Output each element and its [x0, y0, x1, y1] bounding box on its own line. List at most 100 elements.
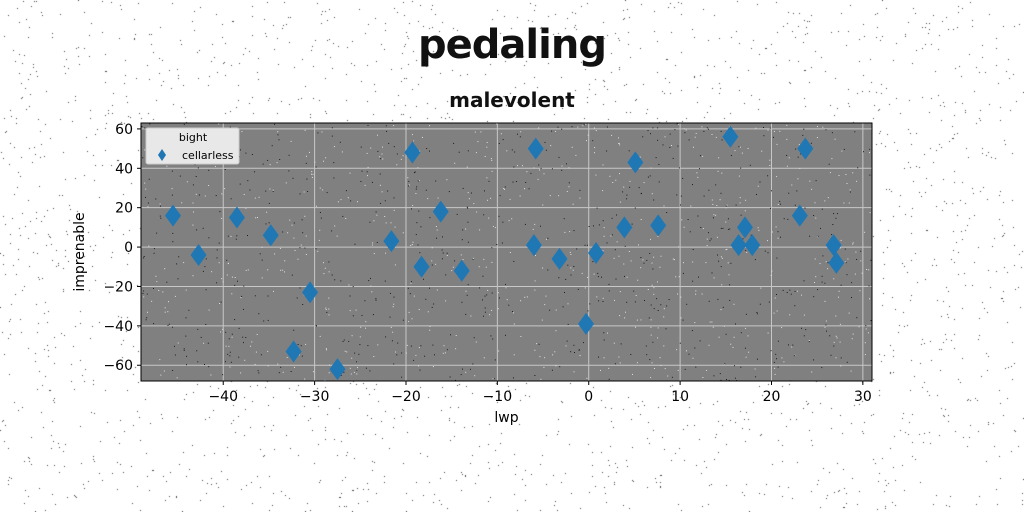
- noise-dot: [532, 228, 534, 230]
- noise-dot: [364, 300, 366, 302]
- noise-dot: [351, 335, 353, 337]
- noise-dot: [185, 317, 187, 319]
- noise-dot: [716, 236, 718, 238]
- noise-dot: [651, 362, 653, 364]
- noise-dot: [786, 165, 788, 167]
- noise-dot: [540, 225, 541, 227]
- noise-dot: [707, 128, 709, 130]
- noise-dot: [342, 341, 344, 342]
- noise-dot: [413, 172, 415, 174]
- noise-dot: [375, 298, 377, 300]
- noise-dot: [695, 366, 697, 368]
- noise-dot: [633, 290, 635, 292]
- noise-dot: [634, 207, 636, 209]
- noise-dot: [176, 263, 178, 265]
- noise-dot: [730, 262, 732, 264]
- noise-dot: [343, 371, 345, 373]
- noise-dot: [576, 248, 578, 250]
- noise-dot: [517, 165, 518, 167]
- noise-dot: [830, 354, 832, 356]
- noise-dot: [306, 155, 307, 157]
- x-axis-label: lwp: [494, 410, 518, 426]
- noise-dot: [623, 263, 625, 265]
- noise-dot: [214, 165, 216, 167]
- noise-dot: [319, 229, 321, 231]
- noise-dot: [336, 235, 338, 237]
- data-point: [828, 251, 845, 274]
- noise-dot: [539, 169, 540, 171]
- noise-dot: [566, 340, 568, 342]
- noise-dot: [719, 373, 721, 375]
- noise-dot: [465, 313, 467, 315]
- noise-dot: [512, 312, 514, 314]
- noise-dot: [334, 279, 336, 281]
- noise-dot: [603, 357, 605, 359]
- noise-dot: [245, 269, 247, 271]
- noise-dot: [491, 170, 493, 172]
- noise-dot: [484, 311, 486, 313]
- noise-dot: [356, 373, 358, 375]
- data-point: [228, 206, 245, 229]
- noise-dot: [683, 226, 685, 228]
- noise-dot: [325, 157, 327, 159]
- noise-dot: [688, 139, 690, 141]
- noise-dot: [254, 363, 256, 365]
- noise-dot: [443, 345, 445, 347]
- noise-dot: [357, 201, 358, 203]
- noise-dot: [266, 211, 268, 213]
- noise-dot: [224, 188, 226, 190]
- noise-dot: [385, 125, 387, 127]
- noise-dot: [181, 202, 183, 204]
- noise-dot: [821, 281, 823, 283]
- noise-dot: [606, 150, 608, 152]
- noise-dot: [852, 242, 854, 244]
- data-point: [577, 312, 594, 335]
- noise-dot: [429, 287, 430, 289]
- noise-dot: [546, 238, 547, 240]
- noise-dot: [359, 336, 361, 338]
- noise-dot: [792, 344, 794, 346]
- noise-dot: [418, 347, 420, 348]
- noise-dot: [767, 332, 769, 334]
- noise-dot: [608, 290, 610, 292]
- noise-dot: [727, 228, 729, 230]
- noise-dot: [789, 289, 791, 291]
- noise-dot: [353, 371, 355, 373]
- noise-dot: [514, 151, 516, 153]
- noise-dot: [561, 128, 563, 130]
- noise-dot: [773, 131, 775, 132]
- noise-dot: [676, 123, 678, 125]
- noise-dot: [278, 372, 280, 374]
- noise-dot: [763, 127, 764, 128]
- noise-dot: [623, 186, 625, 188]
- noise-dot: [258, 196, 260, 198]
- noise-dot: [512, 311, 513, 313]
- noise-dot: [691, 330, 693, 332]
- noise-dot: [208, 366, 210, 368]
- noise-dot: [577, 126, 579, 128]
- noise-dot: [224, 169, 226, 170]
- noise-dot: [625, 311, 626, 313]
- noise-dot: [745, 199, 747, 201]
- noise-dot: [851, 338, 853, 340]
- noise-dot: [472, 363, 474, 365]
- noise-dot: [745, 249, 747, 251]
- noise-dot: [436, 237, 437, 239]
- noise-dot: [677, 124, 679, 125]
- noise-dot: [277, 131, 279, 133]
- noise-dot: [415, 354, 417, 356]
- noise-dot: [777, 237, 779, 239]
- noise-dot: [571, 126, 573, 128]
- noise-dot: [791, 346, 793, 348]
- noise-dot: [267, 365, 269, 367]
- noise-dot: [401, 376, 403, 378]
- noise-dot: [453, 142, 455, 144]
- noise-dot: [290, 371, 292, 372]
- noise-dot: [479, 287, 481, 289]
- noise-dot: [744, 210, 746, 212]
- noise-dot: [278, 139, 280, 141]
- noise-dot: [371, 181, 373, 183]
- noise-dot: [659, 357, 661, 359]
- noise-dot: [813, 359, 814, 361]
- noise-dot: [534, 280, 536, 282]
